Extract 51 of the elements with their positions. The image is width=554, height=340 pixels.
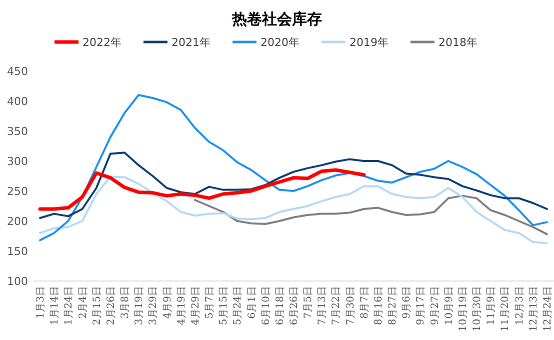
x-tick-label: 3月29日 <box>148 286 160 326</box>
x-tick-label: 6月10日 <box>260 286 272 326</box>
x-tick-label: 10月19日 <box>458 286 469 332</box>
chart-title: 热卷社会库存 <box>231 10 322 28</box>
x-tick-label: 9月27日 <box>430 286 441 326</box>
legend-label: 2020年 <box>260 36 300 49</box>
x-tick-label: 9月17日 <box>416 286 427 326</box>
x-tick-label: 4月9日 <box>162 286 174 319</box>
x-tick-label: 1月3日 <box>36 286 47 319</box>
x-tick-label: 2月4日 <box>78 286 89 319</box>
x-tick-label: 7月22日 <box>331 286 342 326</box>
x-tick-label: 10月30日 <box>472 286 484 332</box>
y-tick-label: 100 <box>7 275 28 288</box>
x-tick-label: 8月7日 <box>359 286 370 319</box>
x-tick-label: 8月16日 <box>373 286 384 326</box>
x-tick-label: 8月27日 <box>388 286 399 326</box>
x-tick-label: 6月1日 <box>246 286 258 319</box>
x-tick-label: 1月24日 <box>64 286 75 326</box>
x-tick-label: 9月6日 <box>402 286 413 319</box>
x-tick-label: 6月18日 <box>274 286 286 326</box>
y-tick-label: 350 <box>7 125 28 138</box>
x-tick-label: 6月26日 <box>289 286 300 326</box>
x-tick-label: 4月19日 <box>176 286 188 326</box>
x-tick-label: 5月7日 <box>204 286 216 319</box>
x-tick-label: 1月14日 <box>50 286 61 326</box>
y-tick-label: 400 <box>7 95 28 108</box>
x-tick-label: 2月15日 <box>92 286 103 326</box>
y-tick-label: 450 <box>7 65 28 78</box>
x-tick-label: 3月19日 <box>134 286 146 326</box>
x-tick-label: 10月9日 <box>444 286 455 326</box>
y-tick-label: 250 <box>7 185 28 198</box>
y-tick-label: 200 <box>7 215 28 228</box>
x-tick-label: 7月30日 <box>345 286 356 326</box>
legend-label: 2022年 <box>82 36 122 49</box>
legend-label: 2021年 <box>172 36 210 49</box>
x-tick-label: 12月24日 <box>542 286 554 332</box>
x-tick-label: 11月9日 <box>486 286 498 326</box>
y-tick-label: 300 <box>7 155 28 168</box>
x-tick-label: 7月13日 <box>317 286 328 326</box>
x-tick-label: 5月15日 <box>218 286 230 326</box>
x-tick-label: 2月26日 <box>106 286 117 326</box>
x-tick-label: 3月8日 <box>120 286 132 319</box>
x-tick-label: 12月3日 <box>514 286 526 326</box>
y-tick-label: 150 <box>7 245 28 258</box>
legend-label: 2018年 <box>438 36 478 49</box>
x-tick-label: 12月13日 <box>528 286 540 332</box>
x-tick-label: 5月24日 <box>232 286 244 326</box>
x-tick-label: 4月29日 <box>190 286 202 326</box>
x-tick-label: 7月5日 <box>303 286 314 319</box>
x-tick-label: 11月20日 <box>500 286 512 332</box>
legend-label: 2019年 <box>350 36 388 49</box>
